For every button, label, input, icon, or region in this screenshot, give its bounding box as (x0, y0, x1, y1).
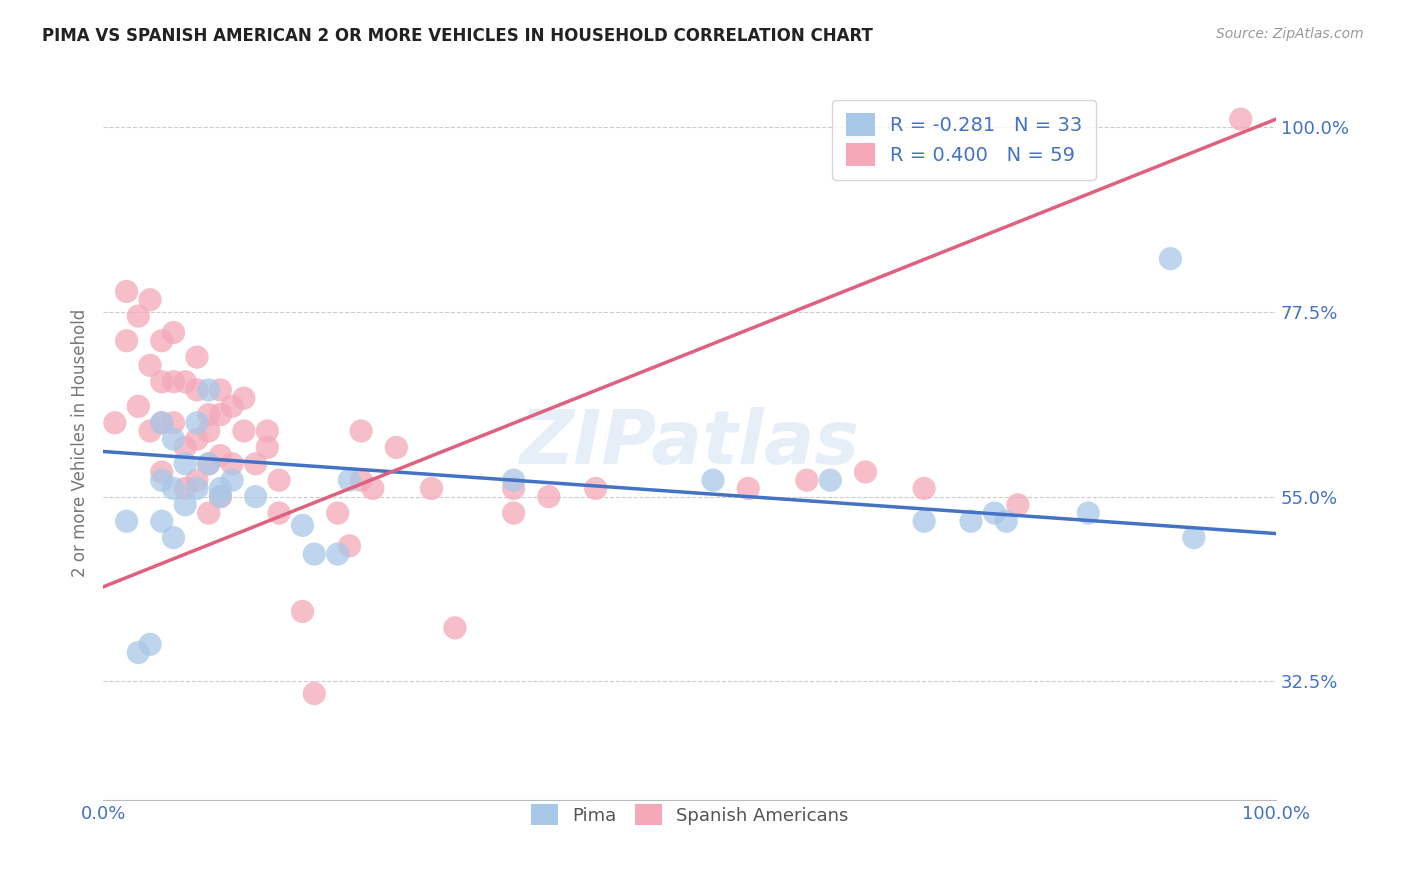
Point (339, 539, 361, 553)
Point (162, 432, 184, 446)
Point (150, 416, 173, 430)
Point (197, 506, 219, 520)
Point (186, 416, 208, 430)
Point (174, 441, 197, 455)
Point (139, 359, 162, 373)
Point (291, 605, 314, 619)
Point (256, 424, 278, 438)
Point (209, 490, 232, 504)
Point (983, 506, 1005, 520)
Point (444, 621, 467, 635)
Point (350, 424, 373, 438)
Point (221, 473, 243, 487)
Point (537, 490, 560, 504)
Point (139, 637, 162, 651)
Point (115, 514, 138, 528)
Point (912, 514, 935, 528)
Point (115, 334, 138, 348)
Point (186, 383, 208, 397)
Point (820, 473, 842, 487)
Point (302, 687, 325, 701)
Point (186, 473, 208, 487)
Point (912, 482, 935, 496)
Point (326, 506, 349, 520)
Point (502, 506, 524, 520)
Point (420, 482, 443, 496)
Point (150, 465, 173, 479)
Point (186, 350, 208, 364)
Point (267, 506, 290, 520)
Point (197, 457, 219, 471)
Point (209, 449, 232, 463)
Point (232, 391, 254, 405)
Point (162, 326, 184, 340)
Point (127, 646, 149, 660)
Point (162, 375, 184, 389)
Point (245, 490, 267, 504)
Point (350, 473, 373, 487)
Point (291, 518, 314, 533)
Point (995, 514, 1018, 528)
Point (326, 547, 349, 561)
Point (302, 547, 325, 561)
Point (139, 293, 162, 307)
Point (245, 457, 267, 471)
Point (221, 457, 243, 471)
Point (256, 441, 278, 455)
Point (702, 473, 724, 487)
Point (127, 400, 149, 414)
Point (150, 416, 173, 430)
Point (197, 408, 219, 422)
Point (174, 457, 197, 471)
Point (174, 498, 197, 512)
Point (585, 482, 607, 496)
Text: ZIPatlas: ZIPatlas (520, 407, 859, 480)
Point (162, 531, 184, 545)
Point (209, 490, 232, 504)
Point (186, 432, 208, 446)
Point (186, 482, 208, 496)
Point (115, 285, 138, 299)
Point (162, 482, 184, 496)
Point (209, 383, 232, 397)
Text: Source: ZipAtlas.com: Source: ZipAtlas.com (1216, 27, 1364, 41)
Point (174, 482, 197, 496)
Point (960, 514, 983, 528)
Point (104, 416, 127, 430)
Point (1159, 252, 1181, 266)
Point (339, 473, 361, 487)
Y-axis label: 2 or more Vehicles in Household: 2 or more Vehicles in Household (72, 310, 89, 577)
Point (209, 408, 232, 422)
Point (267, 473, 290, 487)
Point (150, 514, 173, 528)
Point (502, 473, 524, 487)
Point (1077, 506, 1099, 520)
Point (209, 482, 232, 496)
Legend: Pima, Spanish Americans: Pima, Spanish Americans (522, 795, 858, 834)
Point (232, 424, 254, 438)
Point (174, 375, 197, 389)
Point (361, 482, 384, 496)
Point (1007, 498, 1029, 512)
Point (197, 383, 219, 397)
Point (796, 473, 818, 487)
Point (150, 375, 173, 389)
Point (737, 482, 759, 496)
Text: PIMA VS SPANISH AMERICAN 2 OR MORE VEHICLES IN HOUSEHOLD CORRELATION CHART: PIMA VS SPANISH AMERICAN 2 OR MORE VEHIC… (42, 27, 873, 45)
Point (127, 309, 149, 323)
Point (1229, 112, 1251, 127)
Point (221, 400, 243, 414)
Point (502, 482, 524, 496)
Point (139, 424, 162, 438)
Point (385, 441, 408, 455)
Point (150, 473, 173, 487)
Point (150, 334, 173, 348)
Point (162, 416, 184, 430)
Point (1182, 531, 1205, 545)
Point (855, 465, 877, 479)
Point (197, 424, 219, 438)
Point (197, 457, 219, 471)
